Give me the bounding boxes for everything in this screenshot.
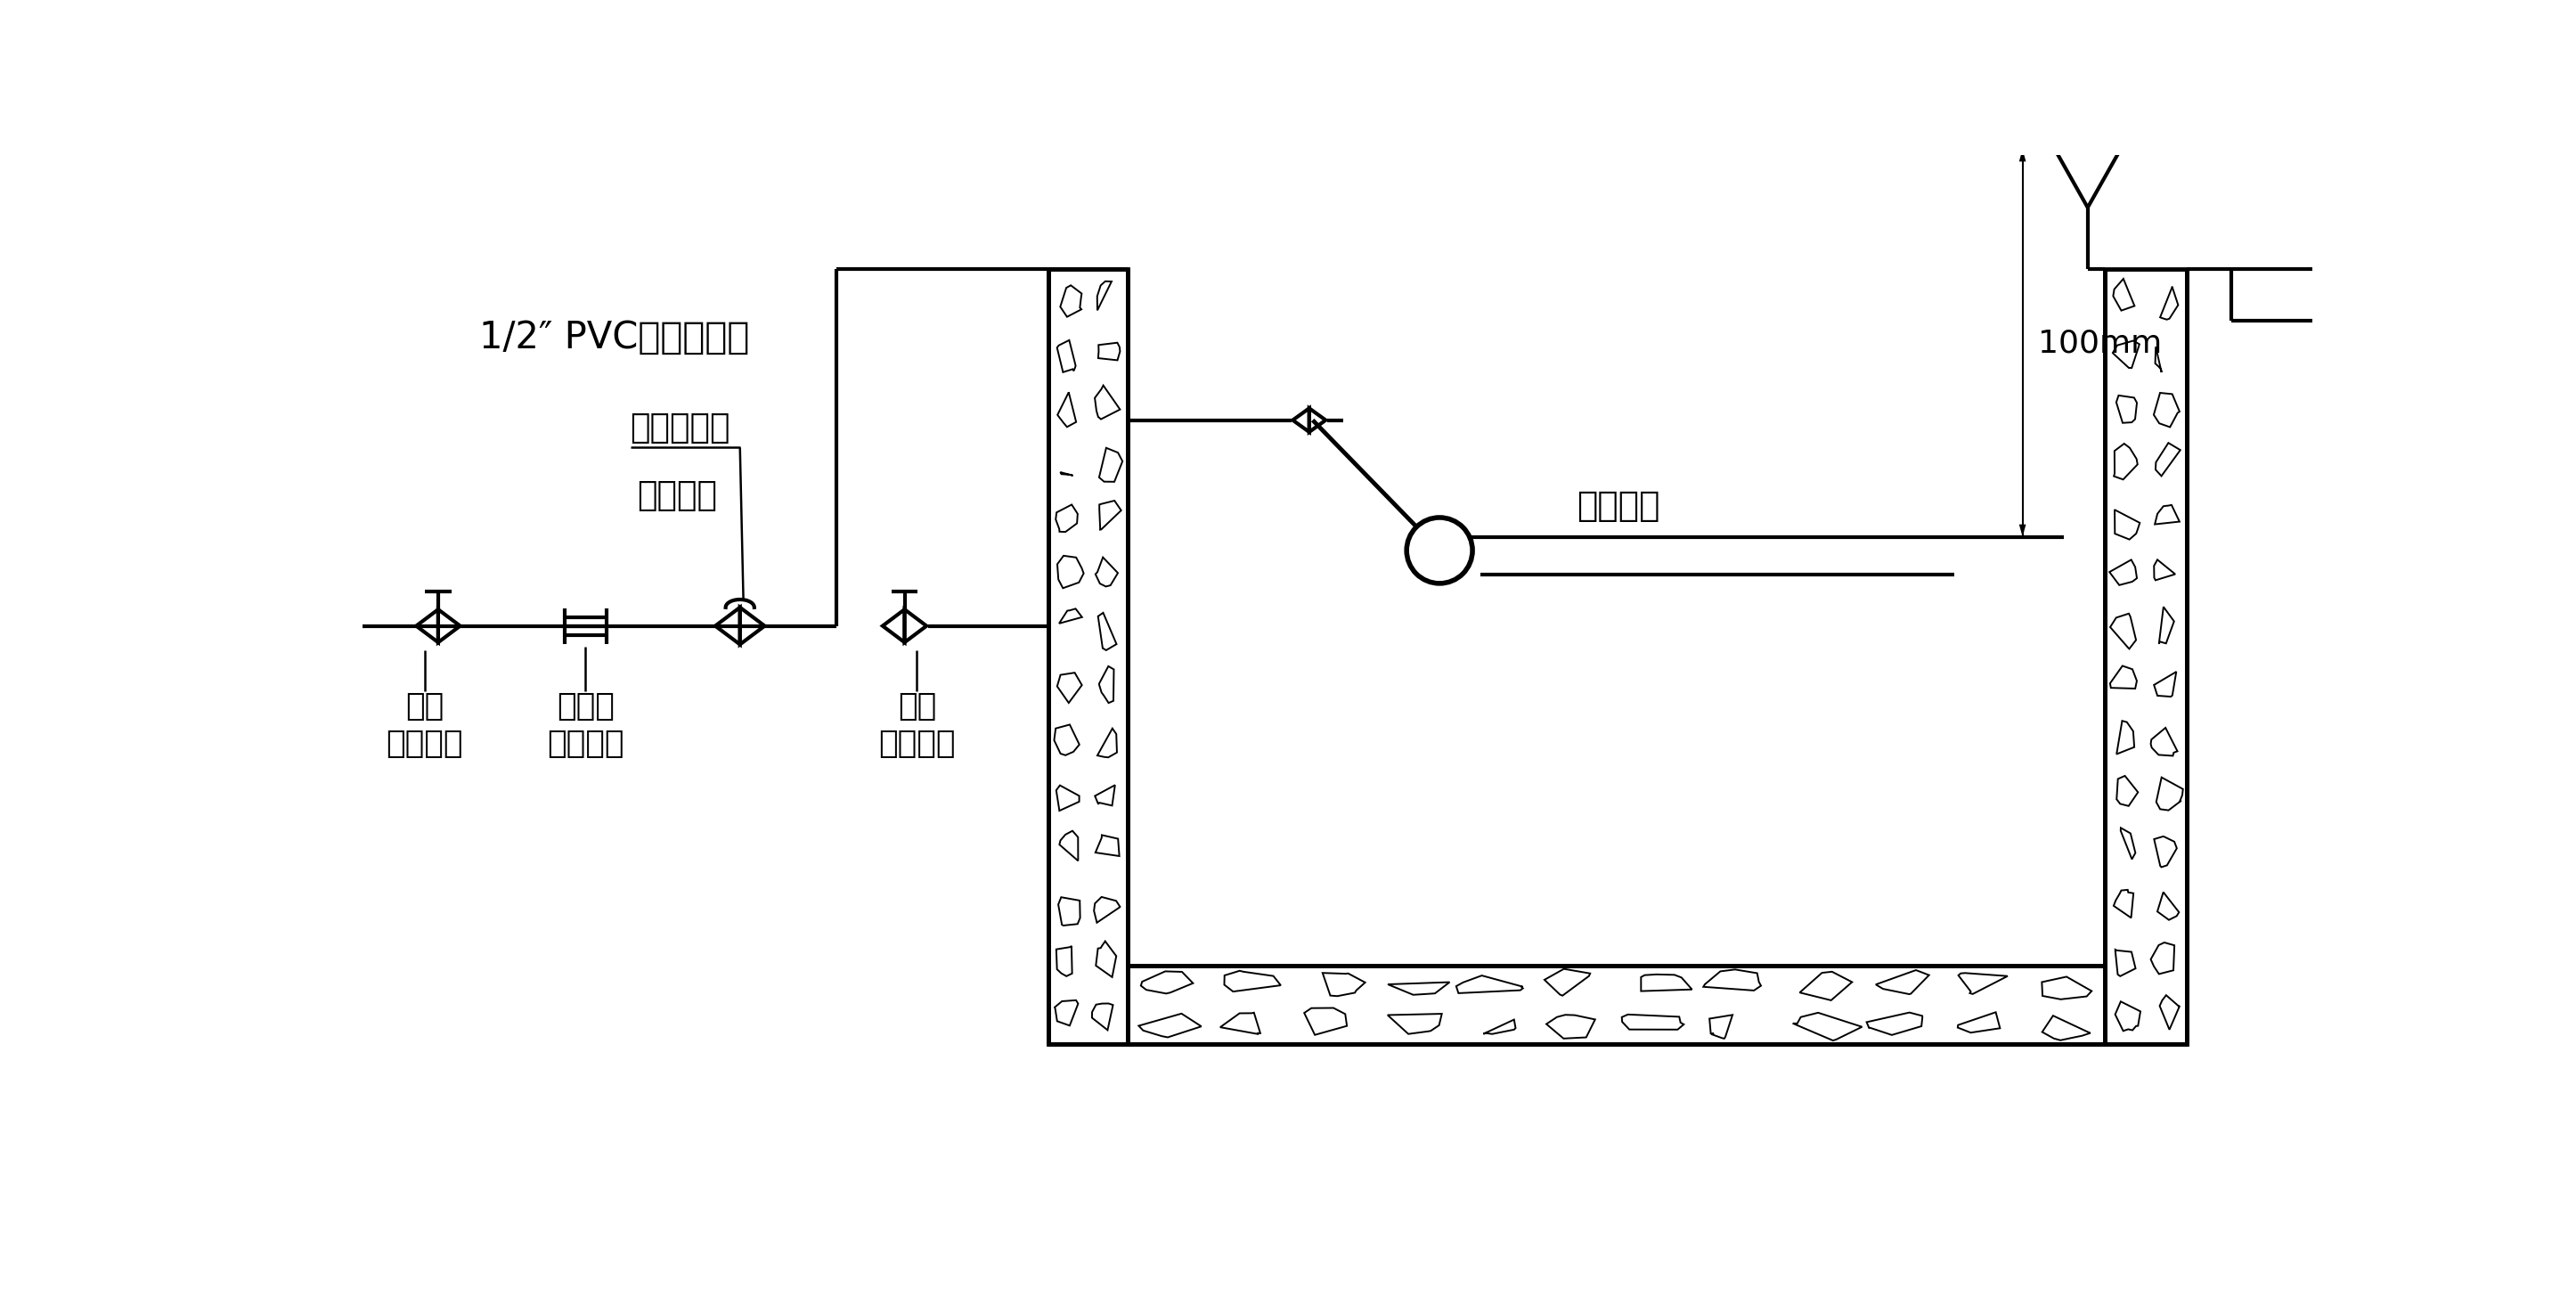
Bar xyxy=(1048,269,1128,1044)
Text: 最高水位: 最高水位 xyxy=(1577,489,1659,523)
Text: 闸阀: 闸阀 xyxy=(404,691,443,722)
Bar xyxy=(2105,269,2187,1044)
Text: 1/2″ PVC管或镀锌管: 1/2″ PVC管或镀锌管 xyxy=(479,320,750,357)
Text: 过滤器: 过滤器 xyxy=(556,691,616,722)
Bar xyxy=(1128,965,2105,1044)
Text: 用户自备: 用户自备 xyxy=(546,728,623,759)
Polygon shape xyxy=(2020,525,2025,536)
Polygon shape xyxy=(2020,150,2025,161)
Text: （主阀）: （主阀） xyxy=(636,481,716,513)
Text: 用户自备: 用户自备 xyxy=(386,728,464,759)
Text: 100mm: 100mm xyxy=(2038,327,2161,358)
Text: 遥控浮球阀: 遥控浮球阀 xyxy=(631,412,732,445)
Bar xyxy=(1128,965,2105,1044)
Text: 闸阀: 闸阀 xyxy=(896,691,935,722)
Circle shape xyxy=(1406,517,1473,584)
Bar xyxy=(2105,269,2187,1044)
Bar xyxy=(1048,269,1128,1044)
Text: 用户自备: 用户自备 xyxy=(878,728,956,759)
